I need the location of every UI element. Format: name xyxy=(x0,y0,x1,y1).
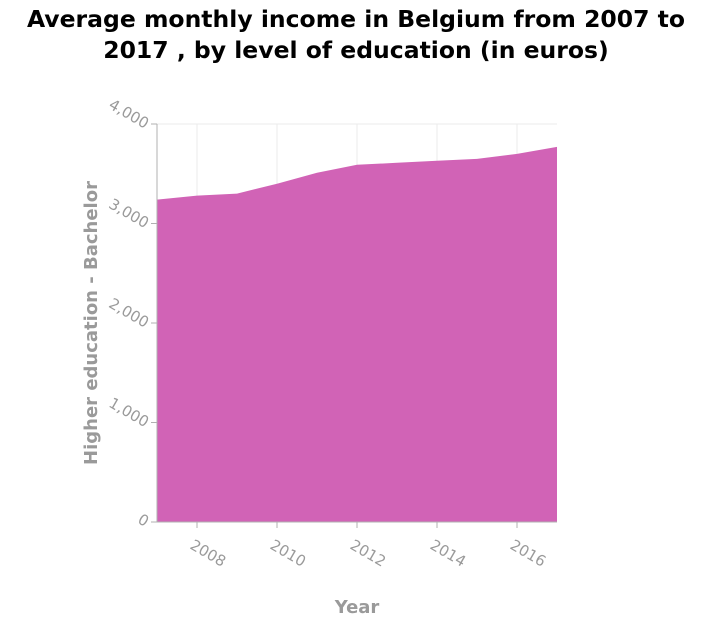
y-tick-label: 0 xyxy=(135,510,152,530)
y-tick-label: 2,000 xyxy=(106,294,152,331)
x-axis-title: Year xyxy=(334,597,380,618)
chart-title: Average monthly income in Belgium from 2… xyxy=(26,5,686,64)
area-series xyxy=(157,146,557,522)
x-tick-label: 2016 xyxy=(507,536,549,571)
y-tick-label: 4,000 xyxy=(106,95,152,132)
x-tick-label: 2014 xyxy=(427,536,469,571)
axes-layer xyxy=(151,123,557,528)
x-tick-label: 2010 xyxy=(267,536,309,571)
y-tick-label: 3,000 xyxy=(106,195,152,232)
y-tick-label: 1,000 xyxy=(106,394,152,431)
x-tick-label: 2008 xyxy=(187,536,229,571)
y-axis-title: Higher education - Bachelor xyxy=(81,181,102,465)
x-tick-label: 2012 xyxy=(347,536,389,571)
